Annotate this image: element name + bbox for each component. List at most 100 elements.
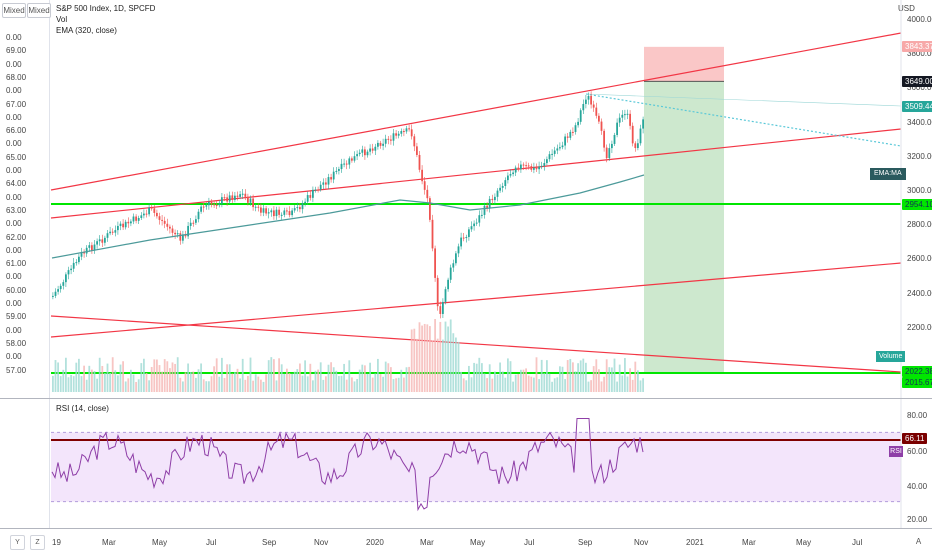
- left-scale-label: 0.00: [6, 33, 22, 42]
- volume-bar: [574, 371, 577, 392]
- volume-bar: [353, 381, 356, 392]
- volume-bar: [72, 376, 75, 392]
- volume-bar: [111, 357, 114, 392]
- volume-bar: [559, 366, 561, 392]
- candle-body: [91, 245, 93, 251]
- candle-body: [418, 154, 421, 170]
- volume-bar: [236, 368, 239, 392]
- candle-body: [540, 165, 543, 167]
- ema-badge: EMA:MA: [870, 168, 906, 180]
- auto-scale-button[interactable]: A: [915, 537, 922, 546]
- currency-label[interactable]: USD: [898, 4, 915, 13]
- candle-body: [408, 128, 410, 130]
- candle-body: [353, 156, 356, 161]
- mixed-scale-left-button[interactable]: Mixed: [2, 3, 26, 18]
- volume-bar: [520, 369, 522, 392]
- candle-body: [501, 185, 504, 188]
- candle-body: [335, 170, 338, 172]
- candle-body: [197, 211, 200, 220]
- candle-body: [127, 221, 130, 224]
- candle-body: [132, 216, 135, 222]
- volume-bar: [629, 368, 631, 392]
- right-scale-label: 2800.00: [907, 220, 932, 230]
- candle-body: [234, 195, 236, 200]
- rsi-line: [51, 417, 644, 512]
- volume-bar: [426, 324, 429, 392]
- candle-body: [468, 229, 470, 238]
- candle-body: [187, 225, 189, 237]
- left-scale-label: 65.00: [6, 152, 27, 162]
- candle-body: [605, 147, 608, 159]
- candle-body: [228, 195, 231, 202]
- volume-bar: [304, 360, 306, 392]
- y-button[interactable]: Y: [10, 535, 25, 550]
- volume-bar: [231, 373, 234, 392]
- volume-bar: [124, 381, 127, 392]
- ema-legend[interactable]: EMA (320, close): [56, 26, 117, 35]
- time-axis-label: May: [470, 538, 486, 547]
- volume-bar: [192, 371, 195, 392]
- volume-bar: [377, 358, 379, 392]
- time-axis[interactable]: [0, 528, 932, 551]
- candle-body: [535, 167, 538, 170]
- volume-bar: [366, 373, 369, 392]
- candle-body: [442, 301, 444, 314]
- candle-body: [252, 198, 254, 208]
- left-price-scale[interactable]: [0, 0, 50, 528]
- candle-body: [475, 222, 478, 224]
- candle-body: [387, 138, 390, 140]
- candle-body: [481, 214, 483, 216]
- candle-body: [254, 206, 257, 208]
- pane-separator[interactable]: [0, 398, 932, 399]
- entry-price-tag: 3649.00: [902, 76, 932, 87]
- price-chart[interactable]: [0, 0, 932, 528]
- z-button[interactable]: Z: [30, 535, 45, 550]
- candle-body: [210, 202, 213, 205]
- volume-bar: [413, 328, 416, 392]
- candle-body: [78, 256, 80, 263]
- volume-bar: [286, 368, 288, 392]
- rsi-value-tag: 66.11: [902, 433, 928, 444]
- volume-bar: [462, 378, 465, 392]
- volume-bar: [582, 358, 585, 392]
- candle-body: [473, 223, 475, 227]
- candle-body: [405, 128, 408, 132]
- candle-body: [509, 174, 512, 176]
- volume-bar: [527, 375, 530, 392]
- volume-bar: [374, 373, 377, 392]
- candle-body: [192, 222, 195, 224]
- candle-body: [582, 103, 585, 111]
- volume-bar: [405, 367, 408, 392]
- symbol-legend[interactable]: S&P 500 Index, 1D, SPCFD: [56, 4, 156, 13]
- rsi-band: [51, 432, 901, 502]
- candle-body: [361, 149, 364, 153]
- volume-bar: [499, 362, 501, 392]
- time-axis-label: May: [152, 538, 168, 547]
- volume-bar: [514, 374, 517, 392]
- volume-bar: [465, 380, 468, 392]
- candle-body: [574, 125, 577, 132]
- candle-body: [374, 146, 377, 151]
- volume-bar: [187, 363, 189, 392]
- volume-bar: [364, 365, 366, 392]
- candle-body: [93, 244, 96, 251]
- candle-body: [522, 164, 525, 166]
- candle-body: [304, 201, 306, 204]
- candle-body: [452, 263, 455, 268]
- candle-body: [351, 158, 353, 161]
- right-scale-label: 2600.00: [907, 254, 932, 264]
- left-scale-label: 0.00: [6, 245, 22, 255]
- volume-bar: [587, 381, 590, 392]
- volume-bar: [275, 380, 278, 392]
- volume-legend[interactable]: Vol: [56, 15, 68, 24]
- rsi-legend[interactable]: RSI (14, close): [56, 404, 109, 413]
- candle-body: [244, 193, 247, 197]
- candle-body: [527, 165, 530, 167]
- volume-bar: [241, 358, 244, 392]
- candle-body: [189, 222, 192, 226]
- candle-body: [325, 182, 327, 185]
- volume-bar: [605, 359, 608, 392]
- candle-body: [338, 169, 340, 171]
- volume-bar: [80, 376, 83, 392]
- mixed-scale-right-button[interactable]: Mixed: [27, 3, 51, 18]
